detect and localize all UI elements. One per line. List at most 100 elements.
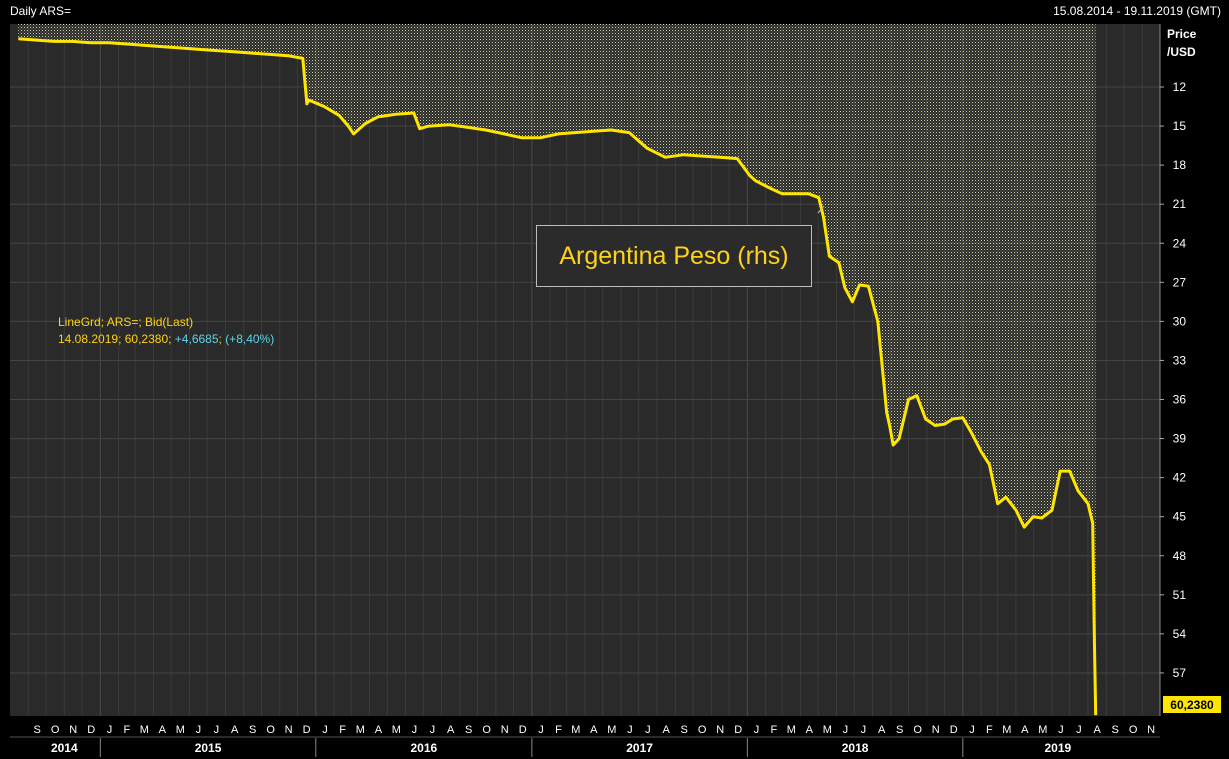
y-tick-label: 21 [1173,197,1187,211]
y-tick-label: 39 [1173,432,1187,446]
x-tick-label: J [322,724,328,736]
x-tick-label: J [627,724,633,736]
x-tick-label: M [140,724,149,736]
legend: LineGrd; ARS=; Bid(Last) 14.08.2019; 60,… [58,314,274,348]
x-tick-label: J [754,724,760,736]
x-tick-label: D [303,724,311,736]
x-tick-label: M [571,724,580,736]
legend-value: 60,2380 [124,332,169,346]
x-tick-label: J [412,724,418,736]
x-tick-label: A [878,724,886,736]
legend-date: 14.08.2019 [58,332,119,346]
x-tick-label: S [33,724,40,736]
x-tick-label: M [392,724,401,736]
x-tick-label: O [1129,724,1138,736]
x-tick-label: S [465,724,472,736]
x-year-label: 2019 [1044,741,1071,755]
x-tick-label: S [1111,724,1118,736]
legend-line-1: LineGrd; ARS=; Bid(Last) [58,315,194,329]
last-value-label: 60,2380 [1163,696,1221,713]
x-tick-label: J [214,724,220,736]
x-tick-label: J [107,724,113,736]
x-tick-label: J [538,724,544,736]
y-tick-label: 18 [1173,158,1187,172]
y-tick-label: 30 [1173,314,1187,328]
date-range: 15.08.2014 - 19.11.2019 (GMT) [1053,4,1221,18]
y-tick-label: 12 [1173,80,1187,94]
x-tick-label: S [249,724,256,736]
y-tick-label: 33 [1173,353,1187,367]
y-tick-label: 54 [1173,627,1187,641]
x-tick-label: S [896,724,903,736]
legend-pct: (+8,40%) [225,332,275,346]
series-line-ars [18,37,1098,716]
x-tick-label: J [196,724,202,736]
x-tick-label: O [913,724,922,736]
legend-change: +4,6685 [174,332,219,346]
x-tick-label: A [447,724,455,736]
x-tick-label: J [430,724,436,736]
y-tick-label: 15 [1173,119,1187,133]
x-tick-label: F [555,724,562,736]
y-tick-label: 27 [1173,275,1187,289]
x-tick-label: F [124,724,131,736]
x-tick-label: O [482,724,491,736]
x-tick-label: S [681,724,688,736]
y-tick-label: 42 [1173,471,1187,485]
x-year-label: 2018 [842,741,869,755]
x-tick-label: M [607,724,616,736]
annotation-box: Argentina Peso (rhs) [536,225,812,287]
x-year-label: 2016 [410,741,437,755]
x-tick-label: N [932,724,940,736]
y-axis-label-unit: /USD [1167,45,1196,59]
x-tick-label: J [843,724,849,736]
x-tick-label: J [1076,724,1082,736]
x-tick-label: D [87,724,95,736]
x-tick-label: M [787,724,796,736]
y-axis-label-price: Price [1167,27,1197,41]
x-tick-label: N [501,724,509,736]
x-tick-label: O [266,724,275,736]
chart-title: Daily ARS= [10,4,72,18]
x-tick-label: A [1093,724,1101,736]
y-tick-label: 36 [1173,393,1187,407]
x-tick-label: M [1038,724,1047,736]
y-tick-label: 51 [1173,588,1187,602]
y-tick-label: 48 [1173,549,1187,563]
x-tick-label: A [663,724,671,736]
y-tick-label: 57 [1173,666,1187,680]
x-year-label: 2017 [626,741,653,755]
x-tick-label: N [1147,724,1155,736]
x-tick-label: O [698,724,707,736]
x-tick-label: A [806,724,814,736]
x-tick-label: M [1002,724,1011,736]
x-tick-label: M [356,724,365,736]
x-tick-label: J [969,724,975,736]
x-year-label: 2014 [51,741,78,755]
x-tick-label: F [339,724,346,736]
legend-line-2: 14.08.2019; 60,2380; +4,6685; (+8,40%) [58,332,275,346]
x-tick-label: D [519,724,527,736]
x-tick-label: M [176,724,185,736]
x-tick-label: N [716,724,724,736]
x-tick-label: N [69,724,77,736]
area-fill [18,24,1096,716]
x-year-label: 2015 [195,741,222,755]
y-tick-label: 45 [1173,510,1187,524]
x-tick-label: A [590,724,598,736]
x-tick-label: A [159,724,167,736]
x-tick-label: A [231,724,239,736]
x-tick-label: J [861,724,867,736]
x-tick-label: D [734,724,742,736]
x-tick-label: O [51,724,60,736]
x-tick-label: F [771,724,778,736]
y-tick-label: 24 [1173,236,1187,250]
x-tick-label: N [285,724,293,736]
x-tick-label: D [950,724,958,736]
x-tick-label: J [645,724,651,736]
x-tick-label: F [986,724,993,736]
x-tick-label: M [823,724,832,736]
x-tick-label: J [1058,724,1064,736]
